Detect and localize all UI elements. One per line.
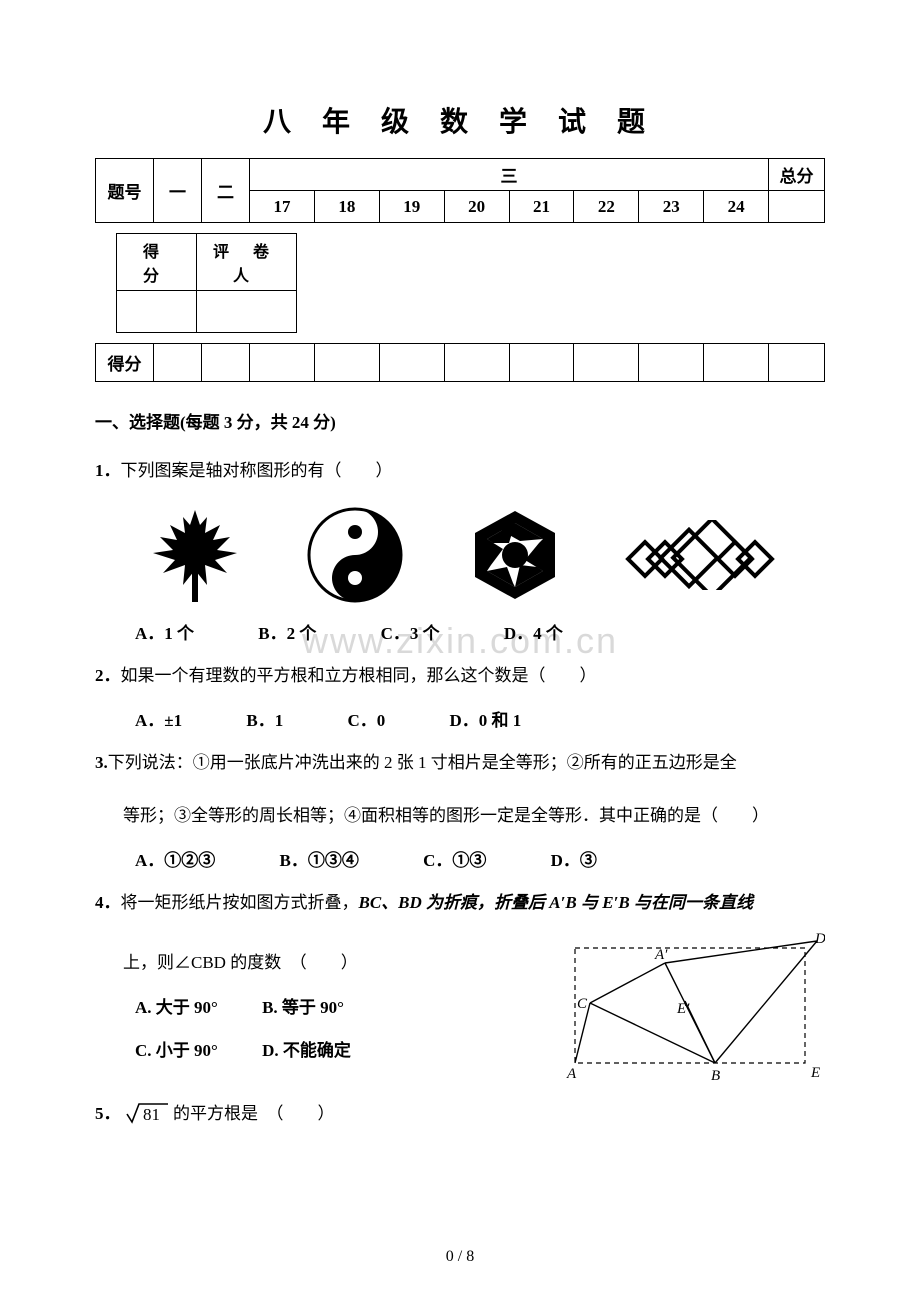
score-table: 题号 一 二 三 总分 17 18 19 20 21 22 23 24 得 分 … — [95, 158, 825, 382]
q1-options: A．1 个 B．2 个 C．3 个 D．4 个 — [135, 619, 825, 644]
sub-23: 23 — [639, 191, 704, 223]
q4-options-row2: C. 小于 90° D. 不能确定 — [135, 1036, 555, 1061]
question-3: 3.下列说法：①用一张底片冲洗出来的 2 张 1 寸相片是全等形；②所有的正五边… — [95, 741, 825, 785]
page-title: 八 年 级 数 学 试 题 — [95, 100, 825, 140]
row-label: 题号 — [96, 159, 154, 223]
q1-figures — [115, 505, 805, 605]
q3-opt-c: C．①③ — [423, 846, 486, 871]
q1-opt-d: D．4 个 — [504, 619, 563, 644]
q3-options: A．①②③ B．①③④ C．①③ D．③ — [135, 846, 825, 871]
q4-text2: 上，则∠CBD 的度数 （ ） — [95, 941, 555, 985]
q1-text: 下列图案是轴对称图形的有（ ） — [121, 461, 393, 480]
q5-text: 的平方根是 （ ） — [173, 1104, 335, 1123]
q4-figure: A B C D E A′ E′ — [555, 933, 825, 1083]
q4-text1b: BC、BD 为折痕，折叠后 A′B 与 E′B 与在同一条直线 — [359, 893, 753, 912]
col-3: 三 — [250, 159, 769, 191]
q3-text: 下列说法：①用一张底片冲洗出来的 2 张 1 寸相片是全等形；②所有的正五边形是… — [108, 753, 737, 772]
q1-opt-b: B．2 个 — [258, 619, 316, 644]
q1-opt-a: A．1 个 — [135, 619, 194, 644]
label-B: B — [711, 1068, 720, 1083]
yinyang-icon — [305, 505, 405, 605]
q2-options: A．±1 B．1 C．0 D．0 和 1 — [135, 706, 825, 731]
score-label: 得分 — [96, 344, 154, 382]
page-footer: 0 / 8 — [0, 1248, 920, 1266]
q1-opt-c: C．3 个 — [381, 619, 440, 644]
question-1: 1．下列图案是轴对称图形的有（ ） — [95, 449, 825, 493]
label-D: D — [814, 933, 825, 947]
label-Ep: E′ — [676, 1001, 690, 1017]
q4-opt-b: B. 等于 90° — [262, 993, 344, 1018]
q4-opt-a: A. 大于 90° — [135, 993, 218, 1018]
q3-text2: 等形；③全等形的周长相等；④面积相等的图形一定是全等形．其中正确的是（ ） — [95, 794, 825, 838]
sub-18: 18 — [314, 191, 379, 223]
inner-score: 得 分 — [116, 234, 196, 291]
q4-options-row1: A. 大于 90° B. 等于 90° — [135, 993, 555, 1018]
q2-opt-b: B．1 — [246, 706, 283, 731]
question-2: 2．如果一个有理数的平方根和立方根相同，那么这个数是（ ） — [95, 654, 825, 698]
q3-opt-a: A．①②③ — [135, 846, 215, 871]
sub-19: 19 — [379, 191, 444, 223]
q2-opt-d: D．0 和 1 — [449, 706, 521, 731]
sub-17: 17 — [250, 191, 315, 223]
sub-20: 20 — [444, 191, 509, 223]
sqrt-value: 81 — [143, 1105, 160, 1124]
q4-text: 将一矩形纸片按如图方式折叠， — [121, 893, 359, 912]
sqrt-icon: 81 — [125, 1092, 169, 1136]
q3-opt-d: D．③ — [551, 846, 597, 871]
q5-num: 5． — [95, 1104, 121, 1123]
grader-table: 得 分 评 卷 人 — [116, 233, 297, 333]
col-1: 一 — [154, 159, 202, 223]
q4-num: 4． — [95, 893, 121, 912]
label-C: C — [577, 996, 588, 1012]
q4-opt-d: D. 不能确定 — [262, 1036, 351, 1061]
q2-opt-a: A．±1 — [135, 706, 182, 731]
label-Ap: A′ — [654, 947, 668, 963]
question-4: 4．将一矩形纸片按如图方式折叠，BC、BD 为折痕，折叠后 A′B 与 E′B … — [95, 881, 825, 925]
hexagon-icon — [465, 505, 565, 605]
section-1-heading: 一、选择题(每题 3 分，共 24 分) — [95, 408, 825, 433]
q2-opt-c: C．0 — [347, 706, 385, 731]
label-E: E — [810, 1065, 820, 1081]
sub-24: 24 — [704, 191, 769, 223]
q2-num: 2． — [95, 666, 121, 685]
q4-opt-c: C. 小于 90° — [135, 1036, 218, 1061]
label-A: A — [566, 1066, 577, 1082]
total-blank — [769, 191, 825, 223]
col-2: 二 — [202, 159, 250, 223]
inner-grader: 评 卷 人 — [196, 234, 296, 291]
diamond-chain-icon — [625, 520, 775, 590]
q3-num: 3. — [95, 753, 108, 772]
question-5: 5． 81 的平方根是 （ ） — [95, 1092, 825, 1136]
sub-21: 21 — [509, 191, 574, 223]
sub-22: 22 — [574, 191, 639, 223]
q2-text: 如果一个有理数的平方根和立方根相同，那么这个数是（ ） — [121, 666, 597, 685]
q1-num: 1． — [95, 461, 121, 480]
col-total: 总分 — [769, 159, 825, 191]
maple-leaf-icon — [145, 505, 245, 605]
q3-opt-b: B．①③④ — [280, 846, 359, 871]
